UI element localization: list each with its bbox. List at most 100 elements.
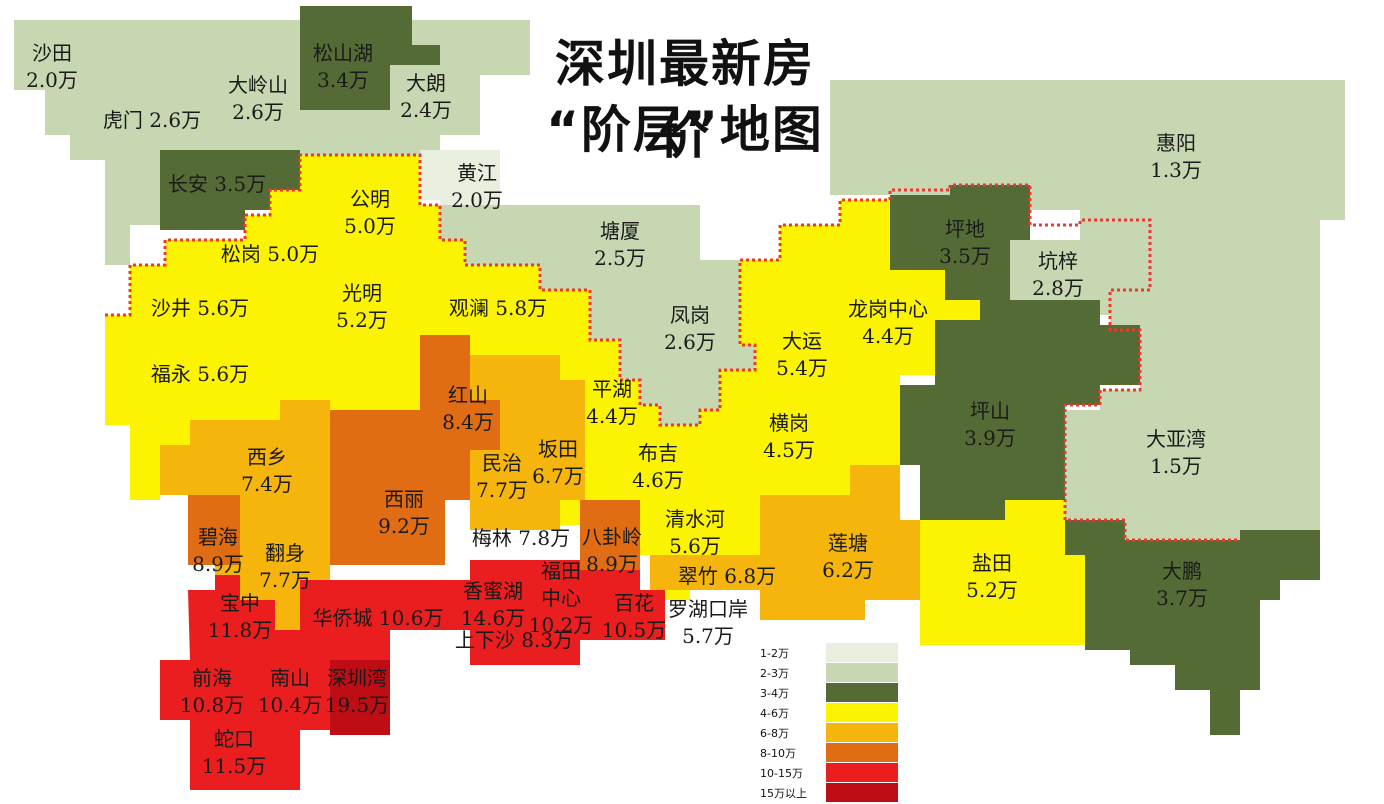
district-price: 11.8万 (207, 618, 273, 642)
legend-label: 10-15万 (760, 767, 803, 780)
district-price: 4.6万 (632, 468, 684, 492)
district-label: 松山湖 3.4万 (313, 40, 373, 94)
region-tangxia (440, 205, 755, 425)
district-price: 10.5万 (601, 618, 667, 642)
district-name: 坂田 (538, 437, 578, 461)
district-price: 2.0万 (451, 188, 503, 212)
city-boundary (105, 153, 1240, 542)
district-name: 沙井 (150, 296, 191, 320)
district-name: 惠阳 (1156, 131, 1196, 155)
district-price: 7.7万 (476, 478, 528, 502)
district-name: 罗湖口岸 (668, 597, 748, 621)
district-label: 盐田 5.2万 (966, 550, 1018, 604)
legend-item: 10-15万 (760, 762, 905, 782)
district-label: 华侨城 10.6万 (313, 606, 444, 630)
legend-item: 15万以上 (760, 782, 905, 802)
district-label: 龙岗中心 4.4万 (848, 296, 928, 350)
district-name: 华侨城 (312, 606, 373, 630)
district-name: 西丽 (384, 487, 424, 511)
district-label: 坪山 3.9万 (964, 398, 1016, 452)
district-name: 前海 (192, 666, 232, 690)
district-name: 福永 (150, 362, 191, 386)
district-price: 1.3万 (1150, 158, 1202, 182)
district-label: 碧海 8.9万 (192, 524, 244, 578)
legend-label: 2-3万 (760, 667, 789, 680)
legend-label: 4-6万 (760, 707, 789, 720)
district-name: 大亚湾 (1146, 427, 1206, 451)
district-name: 梅林 (471, 526, 512, 550)
district-price: 19.5万 (324, 693, 390, 717)
legend-label: 15万以上 (760, 787, 807, 800)
district-name: 盐田 (972, 551, 1012, 575)
district-label: 前海 10.8万 (180, 665, 245, 719)
district-price: 2.4万 (400, 98, 452, 122)
district-label: 福永 5.6万 (151, 362, 249, 386)
district-price: 8.4万 (442, 410, 494, 434)
district-price: 1.5万 (1150, 454, 1202, 478)
district-label: 西丽 9.2万 (378, 486, 430, 540)
district-price: 7.7万 (259, 568, 311, 592)
district-price: 2.8万 (1032, 276, 1084, 300)
district-name: 塘厦 (600, 219, 640, 243)
region-changan (160, 150, 300, 230)
district-name: 坑梓 (1038, 249, 1078, 273)
district-price: 6.7万 (532, 464, 584, 488)
district-name: 百花 (614, 591, 654, 615)
district-name: 平湖 (592, 377, 632, 401)
legend-swatch (826, 703, 898, 722)
region-songshanhu (300, 6, 440, 110)
district-label: 大朗 2.4万 (400, 70, 452, 124)
district-label: 虎门 2.6万 (103, 108, 201, 132)
district-price: 4.4万 (586, 404, 638, 428)
district-label: 清水河 5.6万 (665, 506, 725, 560)
district-label: 福田 中心 10.2万 (529, 558, 594, 639)
district-name: 大鹏 (1162, 559, 1202, 583)
district-name: 碧海 (198, 525, 238, 549)
region-pingshan (900, 300, 1320, 735)
district-label: 红山 8.4万 (442, 382, 494, 436)
district-label: 梅林 7.8万 (472, 526, 570, 550)
map-title-line1: 深圳最新房价 (555, 35, 815, 165)
district-price: 6.8万 (724, 564, 777, 588)
district-price: 5.7万 (682, 624, 734, 648)
district-name: 上下沙 (454, 628, 515, 652)
price-legend: 1-2万 2-3万 3-4万 4-6万 6-8万 8-10万 10-15万 15万以上 (760, 642, 905, 802)
district-price: 10.2万 (528, 613, 594, 637)
district-name: 翠竹 (677, 564, 718, 588)
district-label: 坂田 6.7万 (532, 436, 584, 490)
district-label: 坪地 3.5万 (939, 216, 991, 270)
legend-swatch (826, 763, 898, 782)
district-name: 南山 (270, 666, 310, 690)
district-price: 14.6万 (460, 606, 526, 630)
legend-swatch (826, 643, 898, 662)
district-price: 5.6万 (197, 362, 250, 386)
district-name: 大朗 (406, 71, 446, 95)
district-price: 6.2万 (822, 558, 874, 582)
district-name: 翻身 (265, 541, 305, 565)
district-label: 香蜜湖 14.6万 (461, 578, 526, 632)
district-name: 观澜 (448, 296, 489, 320)
district-name: 长安 (167, 172, 208, 196)
district-label: 莲塘 6.2万 (822, 530, 874, 584)
region-orange-cuizhu (650, 555, 760, 590)
district-price: 5.4万 (776, 356, 828, 380)
district-price: 5.6万 (669, 534, 721, 558)
district-label: 深圳湾 19.5万 (325, 665, 390, 719)
region-shenzhenwan (330, 660, 390, 735)
district-name: 光明 (342, 281, 382, 305)
legend-item: 4-6万 (760, 702, 905, 722)
legend-swatch (826, 743, 898, 762)
legend-swatch (826, 683, 898, 702)
district-price: 4.5万 (763, 438, 815, 462)
district-price: 5.6万 (197, 296, 250, 320)
region-futian-red (160, 560, 665, 790)
district-label: 公明 5.0万 (344, 186, 396, 240)
legend-swatch (826, 663, 898, 682)
district-label: 沙田 2.0万 (26, 40, 78, 94)
district-name: 松山湖 (313, 41, 373, 65)
district-price: 5.8万 (495, 296, 548, 320)
district-name: 布吉 (638, 441, 678, 465)
region-orange-minzhi (470, 355, 585, 530)
region-orange-xixiang (160, 400, 330, 630)
